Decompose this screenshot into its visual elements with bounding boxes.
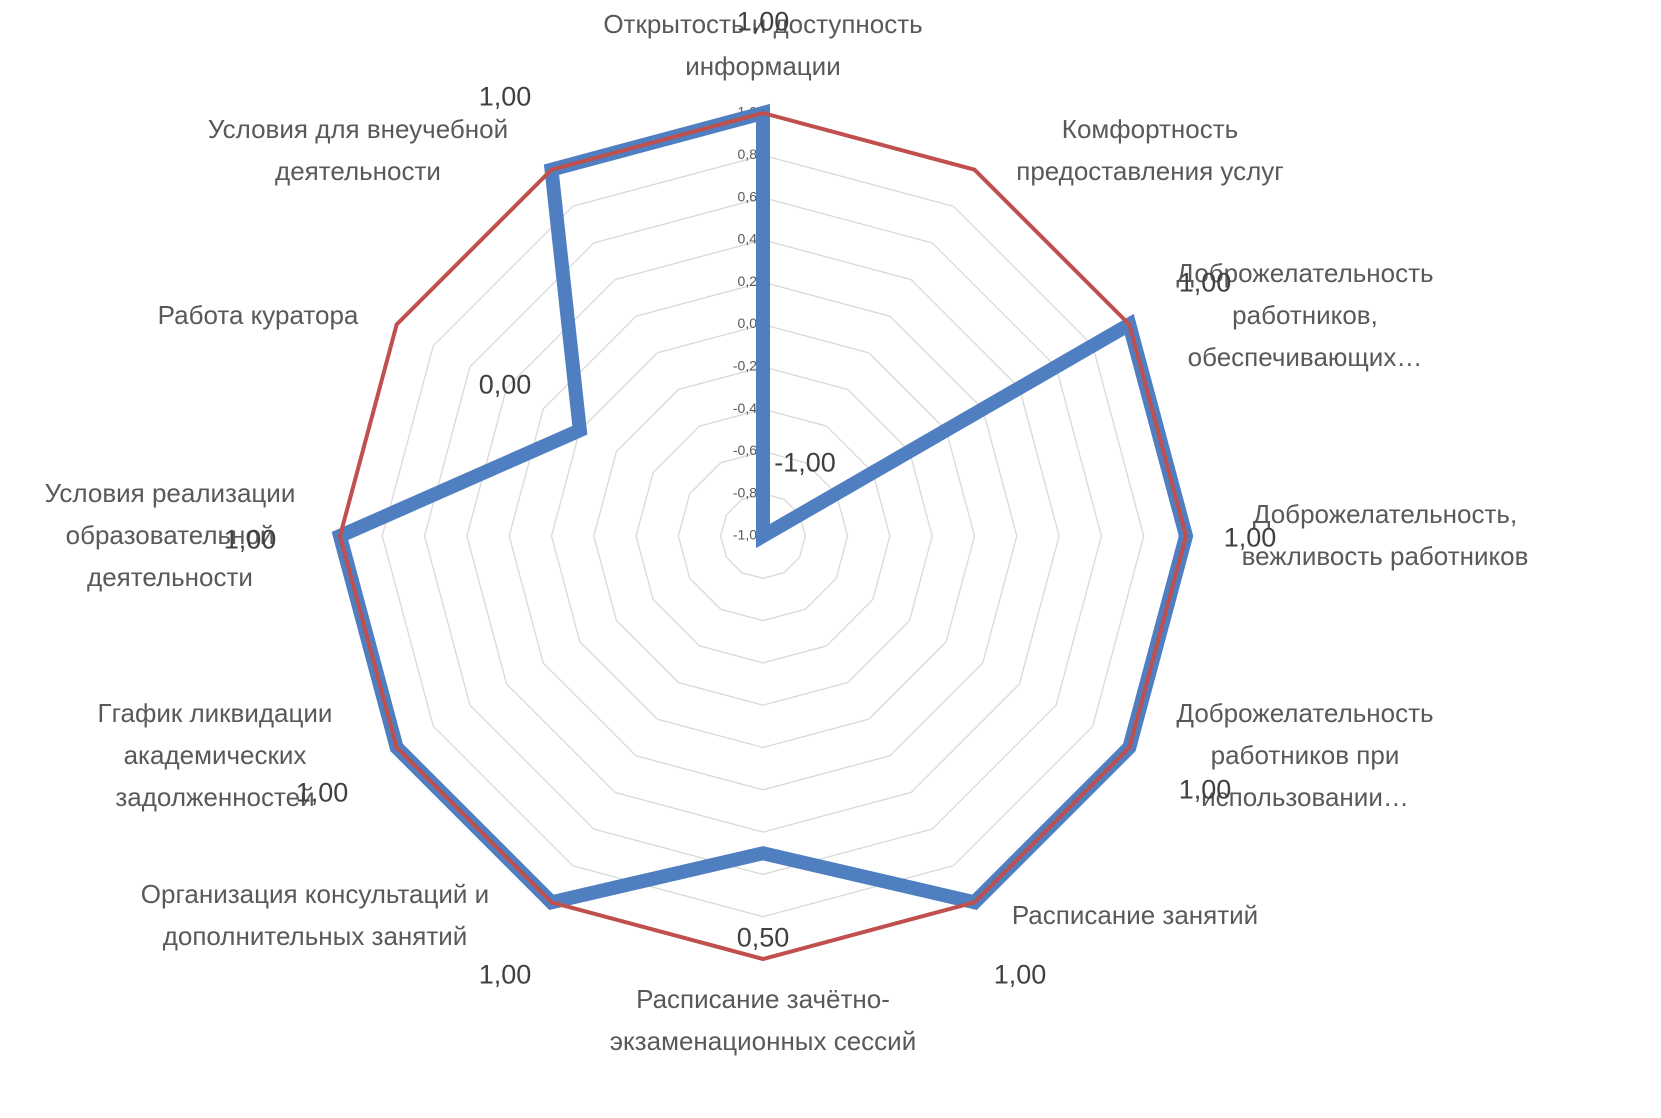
value-label: 1,00 [1178,267,1232,298]
category-label: Доброжелательность работников, обеспечив… [1176,258,1434,372]
series-line [331,103,1194,911]
category-label: Доброжелательность, вежливость работнико… [1241,499,1529,571]
tick-label: 0,2 [738,273,758,289]
category-label: Работа куратора [157,300,359,330]
category-label: Условия реализации образовательной деяте… [44,478,296,592]
tick-label: 0,4 [738,231,758,247]
value-label: 1,00 [295,777,349,808]
value-label: 1,00 [1223,522,1277,553]
category-label: Расписание зачётно-экзаменационных сесси… [609,984,917,1056]
category-label: Открытость и доступность информации [603,9,923,81]
category-label: Комфортность предоставления услуг [1016,114,1284,186]
tick-label: 0,0 [738,315,758,331]
tick-label: -0,8 [733,484,757,500]
value-label: 1,00 [736,6,790,37]
value-label: 1,00 [993,959,1047,990]
value-label: 0,00 [478,369,532,400]
category-label: Доброжелательность работников при исполь… [1176,698,1434,812]
value-label: 1,00 [1178,774,1232,805]
value-label: -1,00 [774,447,836,478]
tick-label: 0,6 [738,188,758,204]
tick-label: -1,0 [733,527,757,543]
tick-label: 0,8 [738,146,758,162]
series-line [337,110,1189,962]
category-label: Условия для внеучебной деятельности [207,114,509,186]
value-label: 0,50 [736,922,790,953]
category-label: Организация консультаций и дополнительны… [140,879,490,951]
tick-label: -0,4 [733,400,757,416]
tick-label: -0,2 [733,358,757,374]
value-label: 1,00 [478,81,532,112]
value-label: 1,00 [223,524,277,555]
category-label: Расписание занятий [1011,900,1259,930]
tick-label: -0,6 [733,442,757,458]
category-label: Ггафик ликвидации академических задолжен… [97,698,333,812]
value-label: 1,00 [478,959,532,990]
